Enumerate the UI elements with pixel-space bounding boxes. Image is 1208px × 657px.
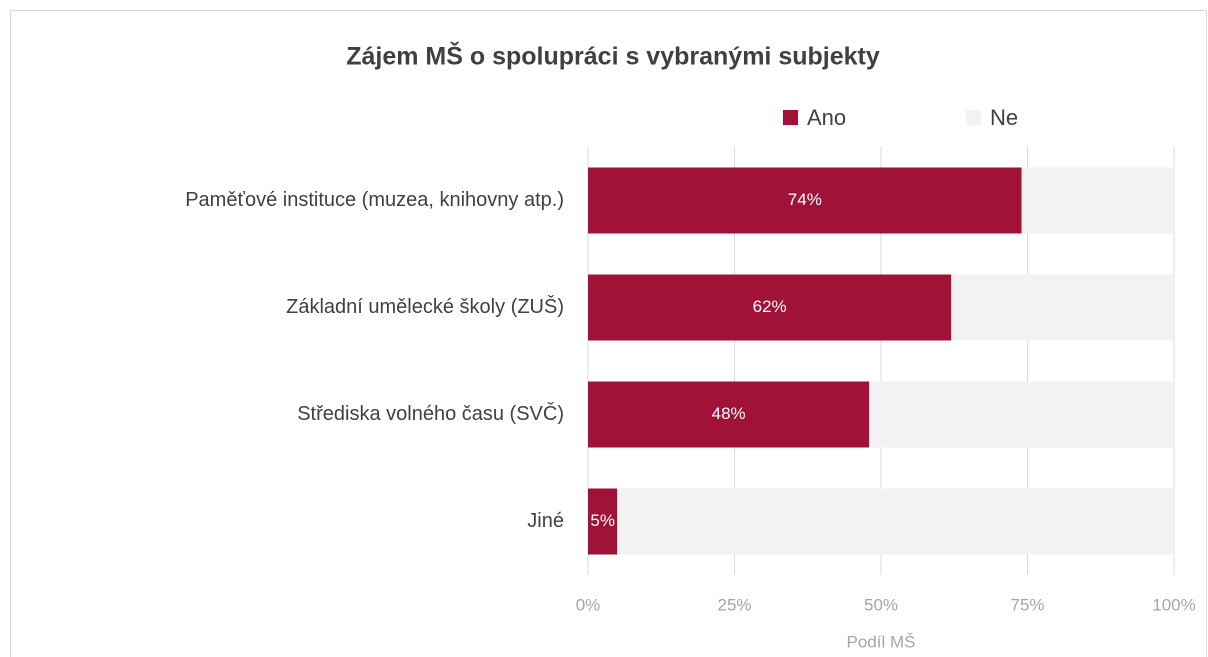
data-label: 74% [788, 190, 822, 209]
y-tick-label: Paměťové instituce (muzea, knihovny atp.… [185, 189, 564, 211]
x-tick-label: 50% [864, 595, 898, 614]
x-tick-label: 100% [1152, 595, 1195, 614]
chart-title: Zájem MŠ o spolupráci s vybranými subjek… [346, 41, 880, 71]
bar-segment [588, 381, 870, 448]
x-tick-label: 0% [576, 595, 601, 614]
bar-segment [1021, 167, 1174, 234]
x-tick-label: 25% [717, 595, 751, 614]
legend-label: Ano [807, 105, 846, 130]
bar-segment [588, 274, 952, 341]
data-label: 48% [712, 404, 746, 423]
data-label: 62% [753, 297, 787, 316]
bar-segment [869, 381, 1174, 448]
bar-segment [588, 167, 1022, 234]
bar-segment [588, 488, 618, 555]
y-tick-label: Základní umělecké školy (ZUŠ) [286, 295, 564, 318]
legend-label: Ne [990, 105, 1018, 130]
bar-segment [617, 488, 1174, 555]
y-tick-label: Jiné [527, 510, 564, 532]
bar-segment [951, 274, 1174, 341]
x-tick-label: 75% [1010, 595, 1044, 614]
data-label: 5% [590, 511, 615, 530]
x-axis-title: Podíl MŠ [847, 632, 916, 651]
legend-swatch [783, 110, 798, 125]
legend-swatch [966, 110, 981, 125]
y-tick-label: Střediska volného času (SVČ) [297, 402, 564, 425]
